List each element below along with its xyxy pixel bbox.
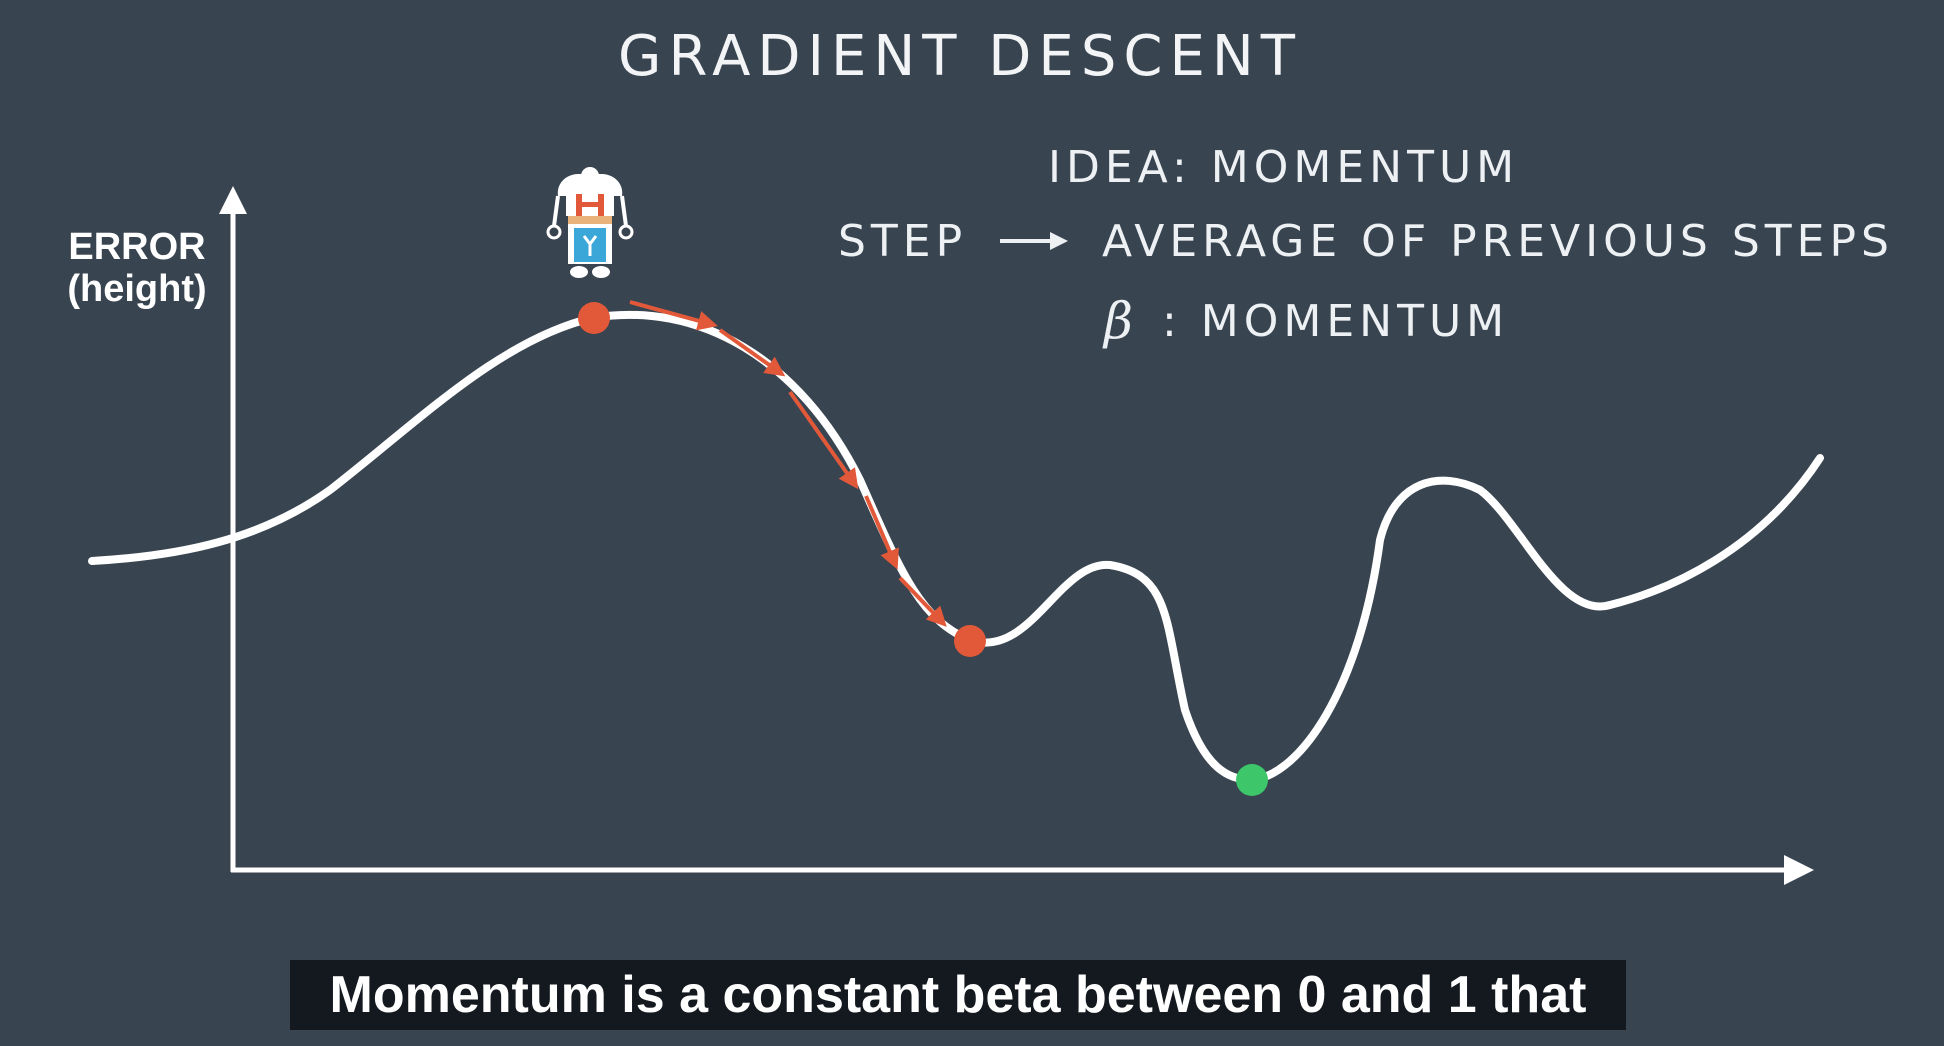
right-arrow-icon [1000,232,1068,250]
caption-text: Momentum is a constant beta between 0 an… [329,966,1587,1024]
global-minimum-point [1236,764,1268,796]
y-axis-label-line2: (height) [67,268,207,310]
step-label: STEP [838,216,968,267]
momentum-step-arrows [629,300,947,627]
x-axis [231,855,1814,885]
step-arrow-1 [629,300,718,331]
y-axis [219,186,247,872]
idea-title: IDEA: MOMENTUM [1048,142,1520,193]
y-axis-label: ERROR (height) [52,226,222,310]
step-arrow-5 [898,576,947,627]
step-arrow-3 [788,390,859,490]
y-axis-label-line1: ERROR [68,226,206,268]
local-minimum-point [954,625,986,657]
error-curve [88,310,1824,785]
step-description: AVERAGE OF PREVIOUS STEPS [1102,216,1894,267]
caption-box: Momentum is a constant beta between 0 an… [290,960,1626,1030]
robot-icon [546,167,634,278]
start-point [578,302,610,334]
beta-description: : MOMENTUM [1162,296,1510,347]
step-arrow-2 [718,328,786,377]
beta-symbol: β [1104,292,1133,350]
error-curve-diagram [88,167,1824,885]
step-arrow-4 [864,495,899,570]
slide-title: GRADIENT DESCENT [618,24,1302,89]
